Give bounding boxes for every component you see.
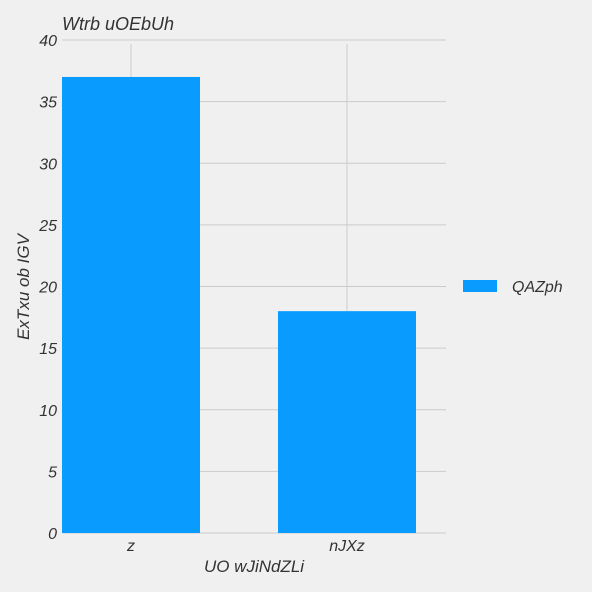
y-tick-label: 20: [38, 280, 57, 297]
y-tick-label: 0: [48, 526, 57, 543]
y-tick-label: 30: [39, 156, 57, 173]
tick-layer: 0 5 10 15 20 25 30 35 40 z nJXz: [38, 33, 365, 555]
y-tick-label: 25: [38, 218, 57, 235]
bar-nJXz: [278, 311, 416, 533]
chart-title: Wtrb uOEbUh: [62, 14, 174, 34]
y-tick-label: 35: [39, 95, 57, 112]
bar-z: [62, 76, 200, 533]
y-tick-label: 5: [48, 464, 57, 481]
legend-swatch: [463, 280, 497, 292]
legend: QAZph: [463, 279, 563, 296]
x-axis-label: UO wJiNdZLi: [204, 557, 305, 576]
y-axis-label: ExTxu ob IGV: [14, 232, 33, 339]
y-tick-label: 40: [39, 33, 57, 50]
x-tick-label: nJXz: [329, 538, 365, 555]
y-tick-label: 15: [39, 341, 57, 358]
legend-label: QAZph: [512, 279, 563, 296]
bar-layer: [62, 76, 416, 533]
x-tick-label: z: [126, 538, 135, 555]
y-tick-label: 10: [39, 403, 57, 420]
